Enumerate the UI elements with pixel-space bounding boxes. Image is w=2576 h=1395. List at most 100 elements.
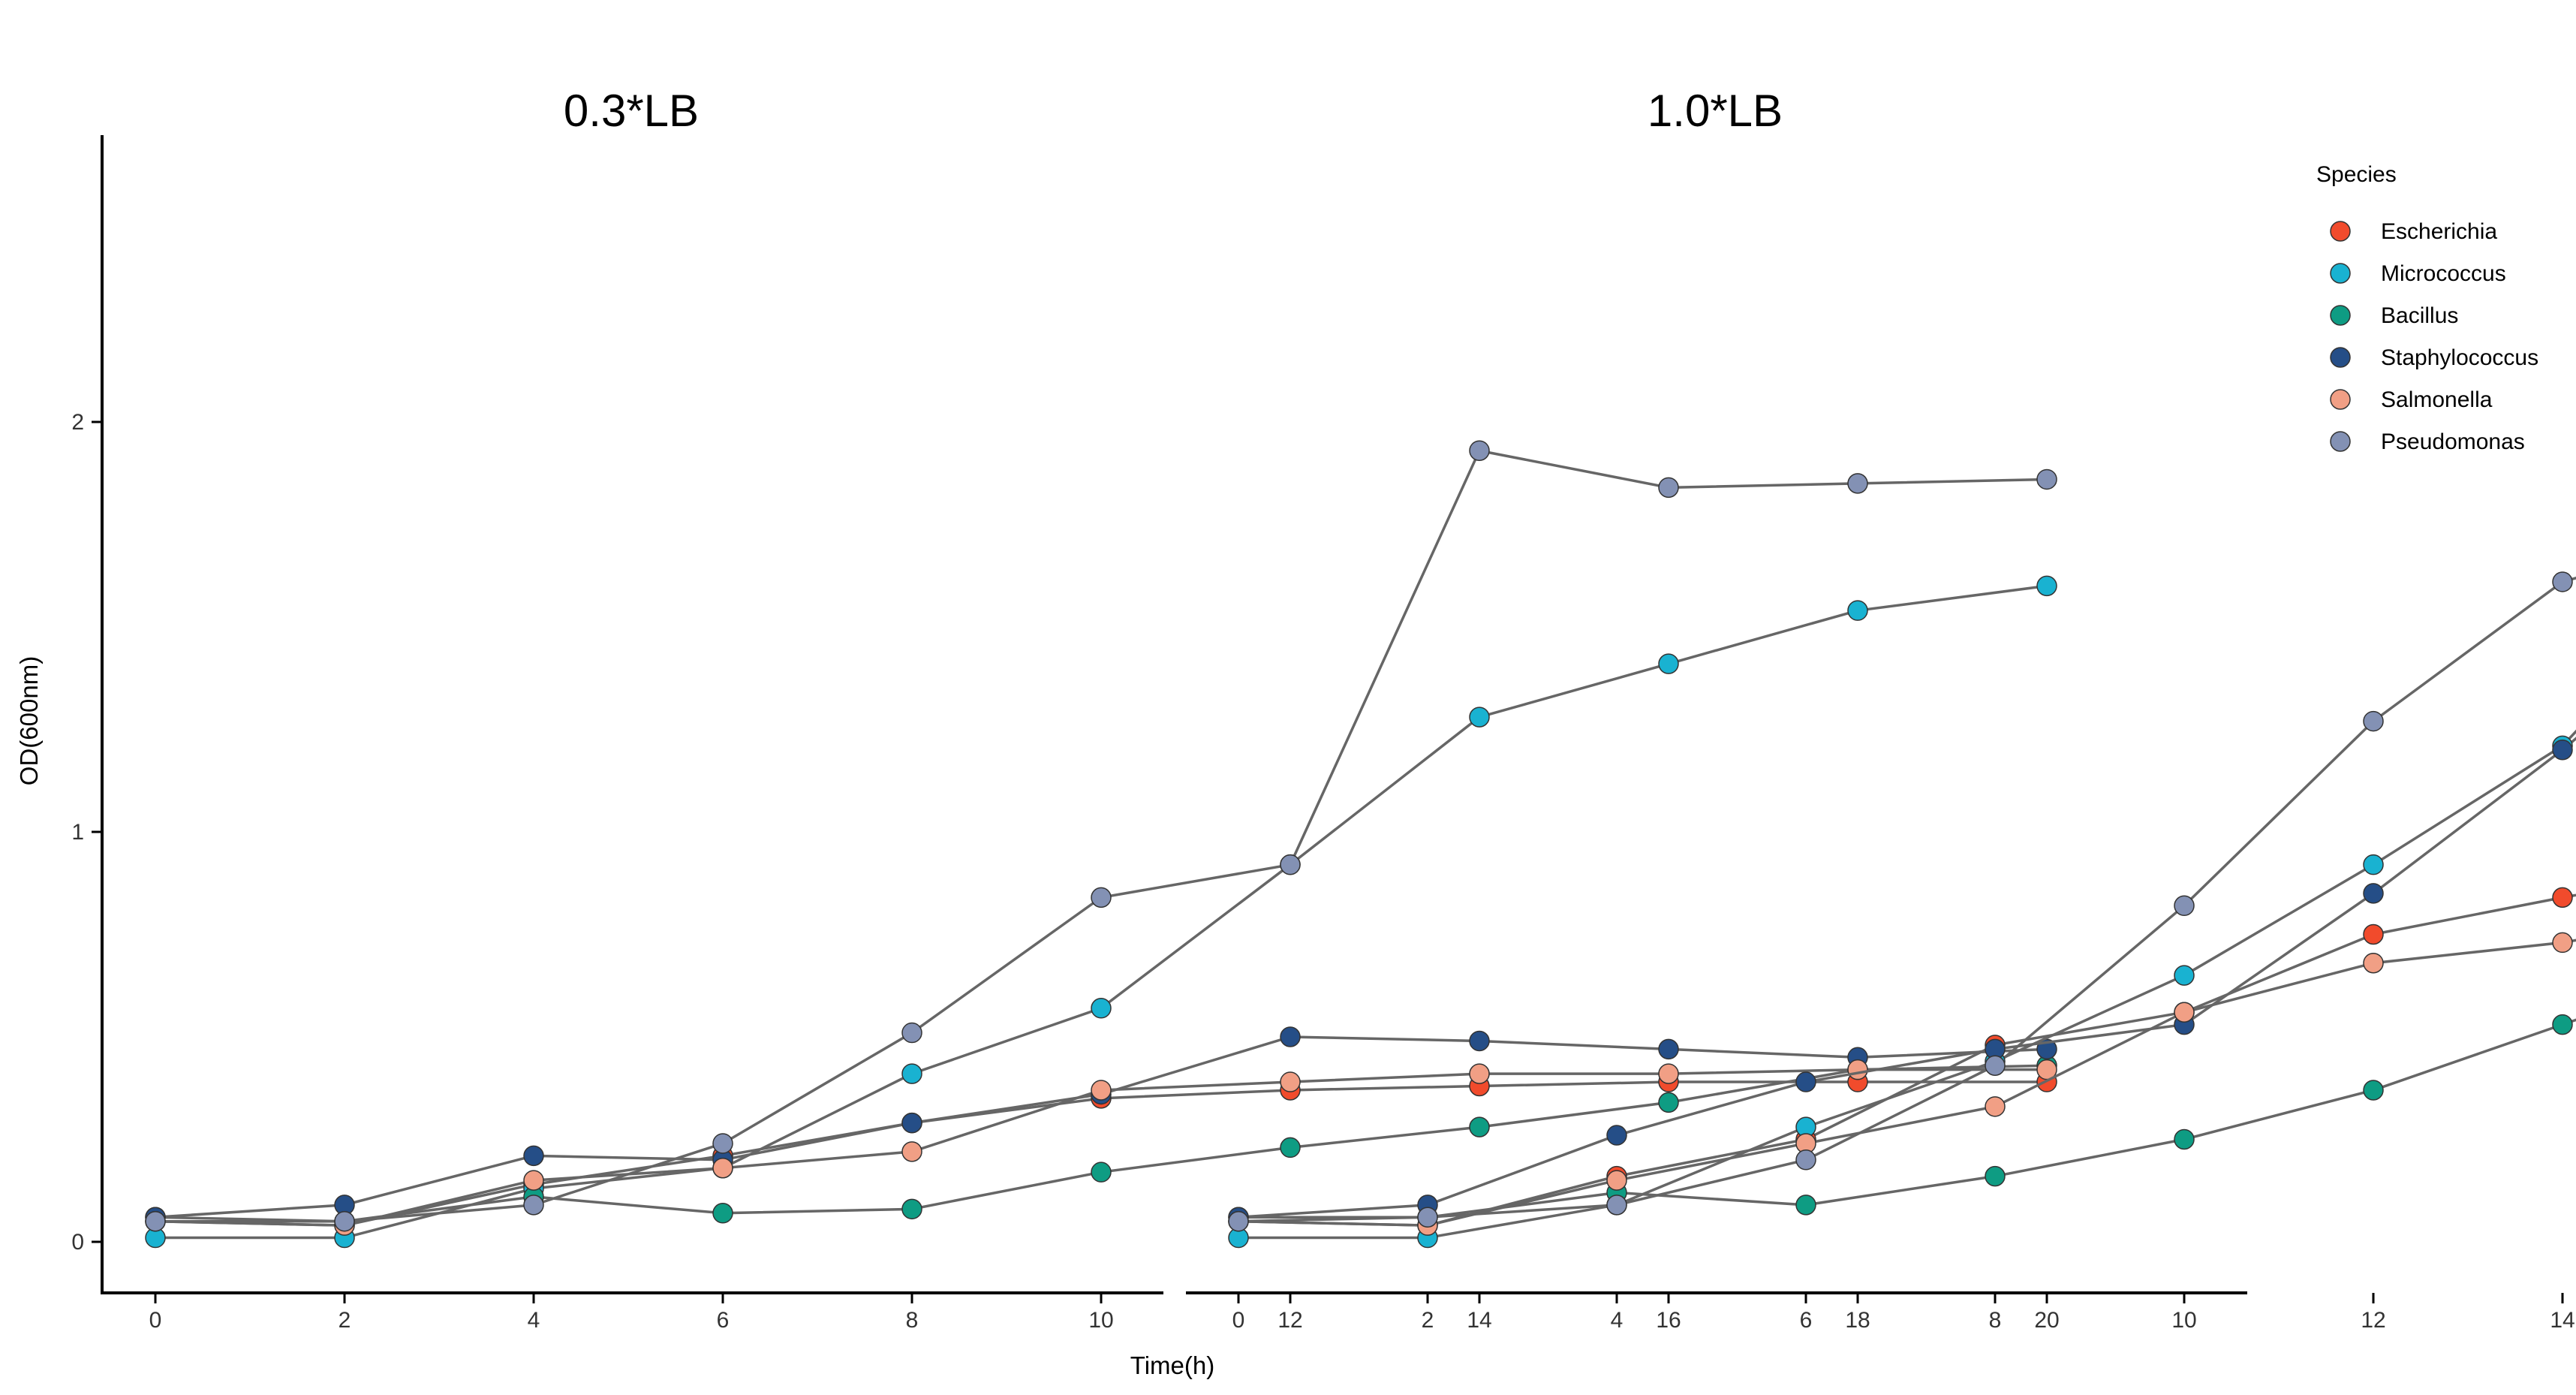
point-escherichia-1.0-lb-t12: [2363, 923, 2384, 945]
x-tick-label-1.0-lb-2: 2: [1422, 1308, 1434, 1333]
point-bacillus-1.0-lb-t8: [1985, 1165, 2006, 1187]
point-micrococcus-1.0-lb-t12: [2363, 854, 2384, 875]
x-tick-label-0.3-lb-8: 8: [906, 1308, 919, 1333]
x-tick-label-0.3-lb-4: 4: [528, 1308, 540, 1333]
legend-label-micrococcus: Micrococcus: [2381, 261, 2506, 286]
x-tick-label-1.0-lb-0: 0: [1232, 1308, 1245, 1333]
y-tick-label-1: 1: [71, 820, 84, 845]
point-staphylococcus-1.0-lb-t14: [2552, 740, 2573, 761]
point-salmonella-0.3-lb-t14: [1469, 1063, 1490, 1084]
point-pseudomonas-0.3-lb-t14: [1469, 440, 1490, 461]
point-salmonella-0.3-lb-t12: [1280, 1071, 1301, 1092]
series-line-staphylococcus-0.3-lb: [155, 1035, 2048, 1219]
point-bacillus-1.0-lb-t12: [2363, 1080, 2384, 1101]
point-pseudomonas-0.3-lb-t20: [2036, 469, 2057, 490]
point-salmonella-1.0-lb-t8: [1985, 1096, 2006, 1117]
panel-title-1.0-lb: 1.0*LB: [1648, 86, 1783, 136]
x-tick-label-1.0-lb-8: 8: [1989, 1308, 2002, 1333]
point-pseudomonas-1.0-lb-t4: [1606, 1195, 1627, 1216]
point-staphylococcus-0.3-lb-t16: [1658, 1038, 1679, 1060]
point-staphylococcus-1.0-lb-t6: [1795, 1071, 1816, 1092]
x-tick-label-0.3-lb-20: 20: [2034, 1308, 2059, 1333]
legend-label-pseudomonas: Pseudomonas: [2381, 429, 2525, 454]
x-tick-label-0.3-lb-2: 2: [339, 1308, 351, 1333]
point-staphylococcus-0.3-lb-t8: [901, 1112, 922, 1134]
legend-label-staphylococcus: Staphylococcus: [2381, 345, 2538, 370]
point-micrococcus-0.3-lb-t14: [1469, 707, 1490, 728]
point-pseudomonas-0.3-lb-t4: [523, 1195, 544, 1216]
legend-label-bacillus: Bacillus: [2381, 303, 2458, 328]
point-pseudomonas-1.0-lb-t14: [2552, 571, 2573, 592]
point-staphylococcus-1.0-lb-t12: [2363, 883, 2384, 904]
point-salmonella-0.3-lb-t6: [712, 1157, 733, 1179]
x-tick-label-0.3-lb-18: 18: [1845, 1308, 1870, 1333]
x-tick-label-1.0-lb-4: 4: [1611, 1308, 1624, 1333]
x-tick-label-0.3-lb-14: 14: [1467, 1308, 1491, 1333]
point-micrococcus-0.3-lb-t18: [1847, 600, 1868, 621]
point-bacillus-0.3-lb-t12: [1280, 1137, 1301, 1158]
x-tick-label-1.0-lb-10: 10: [2171, 1308, 2196, 1333]
point-salmonella-0.3-lb-t8: [901, 1141, 922, 1162]
legend-key-staphylococcus: [2330, 347, 2351, 368]
legend-key-bacillus: [2330, 305, 2351, 326]
series-line-staphylococcus-1.0-lb: [1238, 737, 2576, 1219]
point-salmonella-0.3-lb-t10: [1091, 1080, 1112, 1101]
point-pseudomonas-0.3-lb-t12: [1280, 854, 1301, 875]
point-bacillus-0.3-lb-t16: [1658, 1092, 1679, 1113]
point-pseudomonas-1.0-lb-t2: [1417, 1207, 1438, 1228]
point-pseudomonas-0.3-lb-t16: [1658, 477, 1679, 499]
point-salmonella-0.3-lb-t16: [1658, 1063, 1679, 1084]
series-line-salmonella-1.0-lb: [1238, 939, 2576, 1227]
point-bacillus-0.3-lb-t8: [901, 1198, 922, 1220]
series-line-micrococcus-0.3-lb: [155, 584, 2048, 1240]
legend-key-salmonella: [2330, 389, 2351, 410]
point-salmonella-0.3-lb-t4: [523, 1170, 544, 1191]
point-salmonella-1.0-lb-t12: [2363, 952, 2384, 974]
x-tick-label-1.0-lb-12: 12: [2361, 1308, 2385, 1333]
legend-title: Species: [2316, 162, 2397, 187]
x-tick-label-0.3-lb-12: 12: [1277, 1308, 1302, 1333]
point-pseudomonas-1.0-lb-t0: [1228, 1210, 1249, 1232]
point-pseudomonas-0.3-lb-t2: [334, 1210, 355, 1232]
point-escherichia-1.0-lb-t14: [2552, 887, 2573, 908]
point-micrococcus-1.0-lb-t10: [2174, 965, 2195, 986]
point-bacillus-0.3-lb-t10: [1091, 1161, 1112, 1183]
point-pseudomonas-1.0-lb-t12: [2363, 710, 2384, 732]
x-tick-label-1.0-lb-14: 14: [2550, 1308, 2574, 1333]
point-salmonella-1.0-lb-t4: [1606, 1170, 1627, 1191]
point-staphylococcus-0.3-lb-t14: [1469, 1030, 1490, 1052]
point-pseudomonas-0.3-lb-t10: [1091, 887, 1112, 908]
point-staphylococcus-0.3-lb-t4: [523, 1145, 544, 1167]
x-tick-label-0.3-lb-10: 10: [1088, 1308, 1113, 1333]
legend-label-escherichia: Escherichia: [2381, 219, 2497, 244]
point-salmonella-1.0-lb-t14: [2552, 932, 2573, 954]
point-pseudomonas-0.3-lb-t18: [1847, 473, 1868, 494]
y-axis-title: OD(600nm): [15, 656, 43, 785]
point-pseudomonas-0.3-lb-t6: [712, 1133, 733, 1154]
point-pseudomonas-1.0-lb-t8: [1985, 1055, 2006, 1076]
legend-items: Escherichia Micrococcus Bacillus Staphyloco…: [2330, 219, 2538, 454]
x-tick-label-0.3-lb-6: 6: [717, 1308, 730, 1333]
legend-key-escherichia: [2330, 221, 2351, 242]
point-bacillus-1.0-lb-t6: [1795, 1195, 1816, 1216]
x-axis-title: Time(h): [1130, 1351, 1214, 1379]
point-micrococcus-0.3-lb-t8: [901, 1063, 922, 1084]
point-micrococcus-0.3-lb-t16: [1658, 653, 1679, 674]
point-salmonella-1.0-lb-t10: [2174, 1002, 2195, 1023]
point-staphylococcus-1.0-lb-t4: [1606, 1125, 1627, 1146]
x-tick-label-1.0-lb-6: 6: [1800, 1308, 1813, 1333]
point-bacillus-0.3-lb-t6: [712, 1203, 733, 1224]
legend: Species Escherichia Micrococcus Bacillus St…: [2316, 162, 2538, 454]
point-bacillus-1.0-lb-t10: [2174, 1128, 2195, 1150]
point-bacillus-0.3-lb-t14: [1469, 1116, 1490, 1137]
point-salmonella-0.3-lb-t18: [1847, 1059, 1868, 1080]
panel-1.0-lb: 1.0*LB 0 2 4 6 8 10 12 14 16 18 20: [1186, 86, 2576, 1333]
legend-key-micrococcus: [2330, 263, 2351, 284]
point-pseudomonas-1.0-lb-t10: [2174, 895, 2195, 917]
point-pseudomonas-0.3-lb-t8: [901, 1022, 922, 1044]
legend-label-salmonella: Salmonella: [2381, 387, 2493, 412]
y-tick-label-2: 2: [71, 410, 84, 435]
point-pseudomonas-1.0-lb-t6: [1795, 1149, 1816, 1171]
